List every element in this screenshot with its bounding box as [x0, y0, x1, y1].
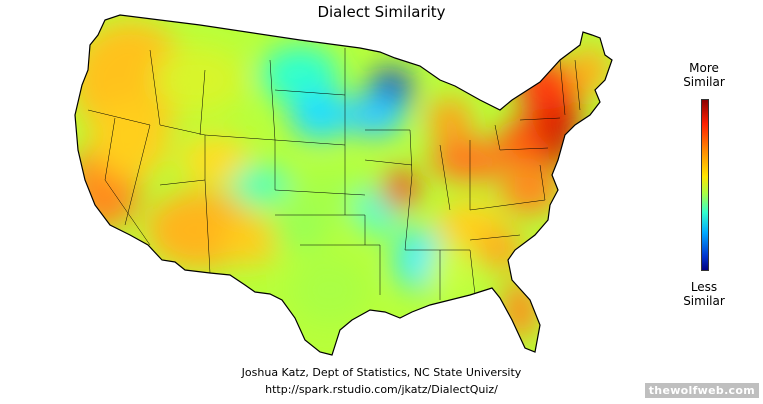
country-outline — [74, 14, 613, 356]
legend-more-line2: Similar — [683, 75, 725, 89]
legend-less-line1: Less — [690, 280, 718, 294]
legend-more-line1: More — [689, 61, 719, 75]
map-title: Dialect Similarity — [317, 3, 446, 21]
legend-more-label: More Similar — [669, 61, 739, 89]
legend-less-label: Less Similar — [669, 280, 739, 308]
legend-less-line2: Similar — [683, 294, 725, 308]
watermark: thewolfweb.com — [644, 383, 759, 398]
credit-author: Joshua Katz, Dept of Statistics, NC Stat… — [241, 366, 522, 379]
credit-url: http://spark.rstudio.com/jkatz/DialectQu… — [265, 383, 498, 396]
legend-color-bar — [701, 99, 709, 271]
heatmap-fill — [75, 15, 612, 355]
state-borders — [87, 48, 581, 300]
